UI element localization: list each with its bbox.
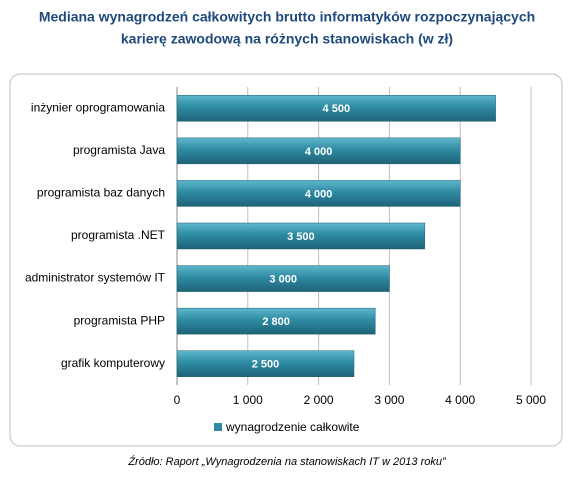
legend-swatch xyxy=(214,423,222,431)
value-label: 2 800 xyxy=(262,316,290,328)
x-tick-label: 1 000 xyxy=(233,393,263,407)
value-label: 4 000 xyxy=(305,146,333,158)
value-label: 4 500 xyxy=(323,103,351,115)
bar xyxy=(176,180,461,207)
bar xyxy=(176,95,496,122)
x-tick-label: 3 000 xyxy=(374,393,404,407)
x-tick-label: 0 xyxy=(174,393,181,407)
value-label: 3 500 xyxy=(287,231,315,243)
y-tick-label: inżynier oprogramowania xyxy=(31,100,165,114)
bar xyxy=(176,222,426,250)
y-tick-label: programista Java xyxy=(73,143,165,157)
y-tick-label: programista .NET xyxy=(71,228,166,242)
bar xyxy=(176,137,461,165)
y-tick-label: programista baz danych xyxy=(37,186,165,200)
legend-label: wynagrodzenie całkowite xyxy=(225,420,360,434)
value-label: 4 000 xyxy=(305,188,333,200)
chart-title: karierę zawodową na różnych stanowiskach… xyxy=(121,31,453,47)
x-tick-label: 5 000 xyxy=(516,393,546,407)
value-label: 3 000 xyxy=(269,273,297,285)
x-tick-label: 4 000 xyxy=(445,393,475,407)
chart-frame xyxy=(9,73,563,447)
bar xyxy=(176,307,376,335)
source: Źródło: Raport „Wynagrodzenia na stanowi… xyxy=(127,455,447,468)
x-tick-label: 2 000 xyxy=(304,393,334,407)
bar xyxy=(176,350,355,377)
value-label: 2 500 xyxy=(252,359,280,371)
bar xyxy=(176,265,390,292)
chart-title: Mediana wynagrodzeń całkowitych brutto i… xyxy=(39,9,535,25)
y-tick-label: administrator systemów IT xyxy=(25,271,166,285)
y-tick-label: grafik komputerowy xyxy=(61,356,165,370)
y-tick-label: programista PHP xyxy=(74,313,165,327)
